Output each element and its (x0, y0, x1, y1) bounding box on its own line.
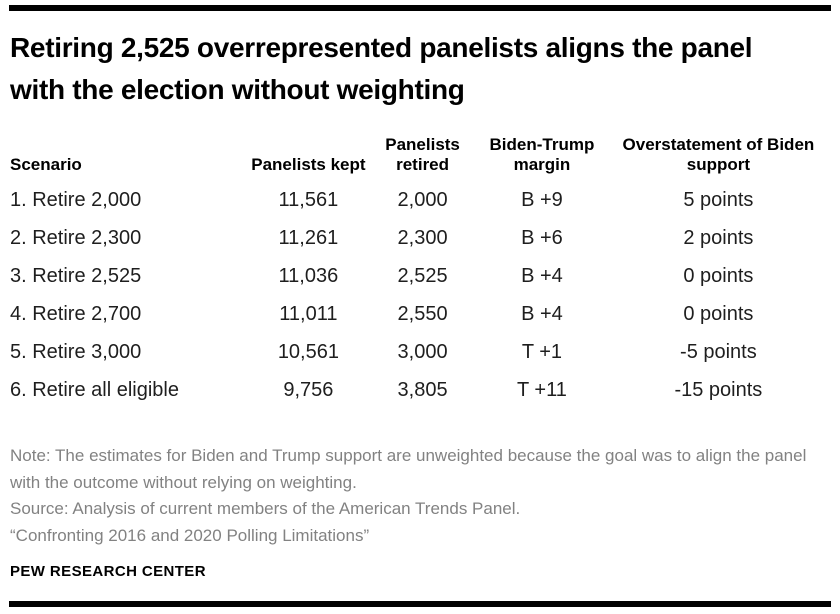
cell-panelists-kept: 11,011 (279, 302, 338, 325)
cell-scenario: 3. Retire 2,525 (10, 264, 142, 287)
cell-scenario: 5. Retire 3,000 (10, 340, 142, 363)
bottom-divider-rule (9, 601, 831, 607)
table-header: Scenario Panelists kept Panelists retire… (10, 135, 830, 181)
table-row: 2. Retire 2,300 11,261 2,300 B +6 2 poin… (10, 219, 830, 257)
cell-panelists-kept: 11,036 (278, 264, 339, 287)
top-divider-rule (9, 5, 831, 11)
cell-overstatement: 5 points (683, 188, 754, 211)
table-header-row: Scenario Panelists kept Panelists retire… (10, 135, 830, 181)
cell-panelists-retired: 2,525 (397, 264, 448, 287)
report-title-text: “Confronting 2016 and 2020 Polling Limit… (10, 526, 370, 546)
cell-panelists-kept: 9,756 (283, 378, 334, 401)
table-row: 6. Retire all eligible 9,756 3,805 T +11… (10, 371, 830, 409)
cell-overstatement: 2 points (683, 226, 754, 249)
cell-scenario: 1. Retire 2,000 (10, 188, 142, 211)
cell-panelists-kept: 10,561 (277, 340, 339, 363)
cell-margin: T +11 (517, 378, 567, 401)
cell-overstatement: 0 points (683, 302, 754, 325)
table-row: 4. Retire 2,700 11,011 2,550 B +4 0 poin… (10, 295, 830, 333)
column-header-biden-trump-margin: Biden-Trump margin (489, 135, 595, 175)
cell-panelists-retired: 2,300 (397, 226, 448, 249)
cell-panelists-kept: 11,261 (278, 226, 339, 249)
table-row: 3. Retire 2,525 11,036 2,525 B +4 0 poin… (10, 257, 830, 295)
cell-margin: B +4 (521, 302, 563, 325)
cell-overstatement: 0 points (683, 264, 754, 287)
cell-panelists-retired: 3,000 (397, 340, 448, 363)
source-text: Source: Analysis of current members of t… (10, 499, 521, 519)
cell-panelists-retired: 2,550 (397, 302, 448, 325)
cell-margin: B +4 (521, 264, 563, 287)
cell-margin: B +6 (521, 226, 563, 249)
column-header-panelists-kept: Panelists kept (251, 155, 366, 175)
cell-margin: B +9 (521, 188, 563, 211)
cell-panelists-retired: 2,000 (397, 188, 448, 211)
footnotes-block: Note: The estimates for Biden and Trump … (10, 443, 822, 550)
note-text: Note: The estimates for Biden and Trump … (10, 446, 807, 492)
cell-margin: T +1 (521, 340, 563, 363)
cell-panelists-kept: 11,561 (278, 188, 339, 211)
cell-panelists-retired: 3,805 (397, 378, 448, 401)
table-body: 1. Retire 2,000 11,561 2,000 B +9 5 poin… (10, 181, 830, 409)
column-header-panelists-retired: Panelists retired (385, 135, 460, 175)
scenario-table: Scenario Panelists kept Panelists retire… (10, 135, 830, 409)
table-row: 5. Retire 3,000 10,561 3,000 T +1 -5 poi… (10, 333, 830, 371)
pew-research-center-wordmark: PEW RESEARCH CENTER (10, 562, 206, 580)
chart-title: Retiring 2,525 overrepresented panelists… (10, 32, 753, 105)
table-row: 1. Retire 2,000 11,561 2,000 B +9 5 poin… (10, 181, 830, 219)
column-header-overstatement: Overstatement of Biden support (622, 135, 815, 175)
cell-scenario: 4. Retire 2,700 (10, 302, 142, 325)
cell-scenario: 6. Retire all eligible (10, 378, 179, 401)
cell-overstatement: -15 points (674, 378, 763, 401)
cell-scenario: 2. Retire 2,300 (10, 226, 142, 249)
cell-overstatement: -5 points (680, 340, 757, 363)
column-header-scenario: Scenario (10, 155, 82, 175)
